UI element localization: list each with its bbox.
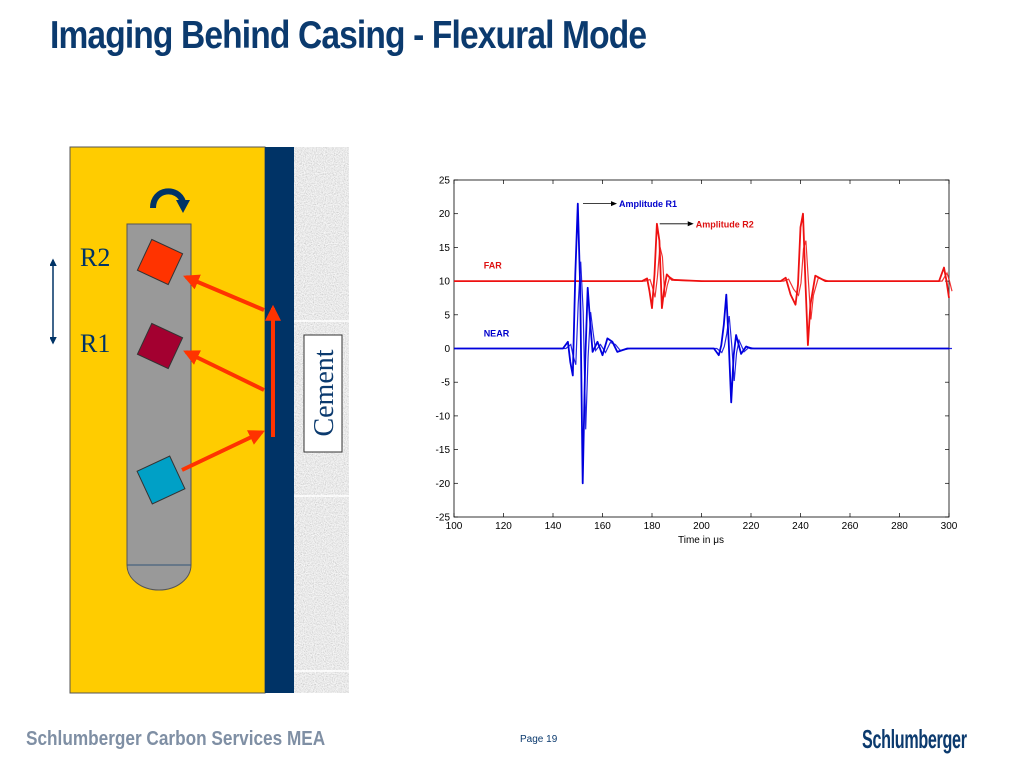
borehole-diagram: Cement R2 R1 [50, 146, 350, 694]
x-tick-label: 200 [693, 521, 710, 532]
receiver-label-r2: R2 [80, 243, 110, 272]
y-tick-label: -20 [436, 479, 451, 490]
ray-arrow-to-r2 [183, 274, 265, 312]
ray-arrow-out [181, 430, 265, 472]
receiver-label-r1: R1 [80, 329, 110, 358]
series-line-near [454, 202, 949, 485]
series-line-near-overlay [457, 261, 952, 430]
x-tick-label: 240 [792, 521, 809, 532]
y-tick-label: -10 [436, 411, 451, 422]
x-tick-label: 180 [644, 521, 661, 532]
receiver-r2 [136, 238, 184, 286]
series-label-near: NEAR [484, 329, 510, 339]
y-tick-label: -5 [441, 378, 450, 389]
company-logo: Schlumberger [862, 724, 967, 754]
logging-tool [126, 223, 192, 591]
annotation-label: Amplitude R1 [619, 199, 677, 209]
cement-label-box [303, 334, 343, 453]
x-tick-label: 300 [941, 521, 958, 532]
slide-title: Imaging Behind Casing - Flexural Mode [50, 14, 647, 57]
steel-casing [265, 147, 294, 693]
y-tick-label: 25 [439, 176, 451, 187]
series-line-far-overlay [457, 240, 953, 320]
annotation-arrow-icon [610, 201, 617, 207]
series-label-far: FAR [484, 261, 503, 271]
y-tick-label: 10 [439, 277, 451, 288]
annotation-arrow-icon [687, 221, 694, 227]
x-tick-label: 140 [545, 521, 562, 532]
y-tick-label: 15 [439, 243, 451, 254]
x-tick-label: 120 [495, 521, 512, 532]
rotation-arrow-icon [150, 188, 186, 209]
footer-organization: Schlumberger Carbon Services MEA [26, 728, 326, 750]
x-tick-label: 220 [743, 521, 760, 532]
page-number: Page 19 [520, 734, 558, 745]
transmitter [136, 455, 186, 505]
ray-arrow-to-r1 [183, 350, 265, 392]
y-tick-label: 0 [444, 344, 450, 355]
x-tick-label: 160 [594, 521, 611, 532]
x-tick-label: 100 [446, 521, 463, 532]
y-tick-label: 5 [444, 310, 450, 321]
y-tick-label: 20 [439, 209, 451, 220]
receiver-r1 [136, 322, 184, 370]
y-tick-label: -25 [436, 513, 451, 524]
cement-label: Cement [309, 349, 340, 436]
annotation-label: Amplitude R2 [696, 219, 754, 229]
x-axis-label: Time in μs [678, 535, 724, 546]
waveform-chart: 100 120 140 160 180 200 220 240 260 280 3002520151… [436, 176, 958, 547]
y-tick-label: -15 [436, 445, 451, 456]
x-tick-label: 280 [891, 521, 908, 532]
x-tick-label: 260 [842, 521, 859, 532]
